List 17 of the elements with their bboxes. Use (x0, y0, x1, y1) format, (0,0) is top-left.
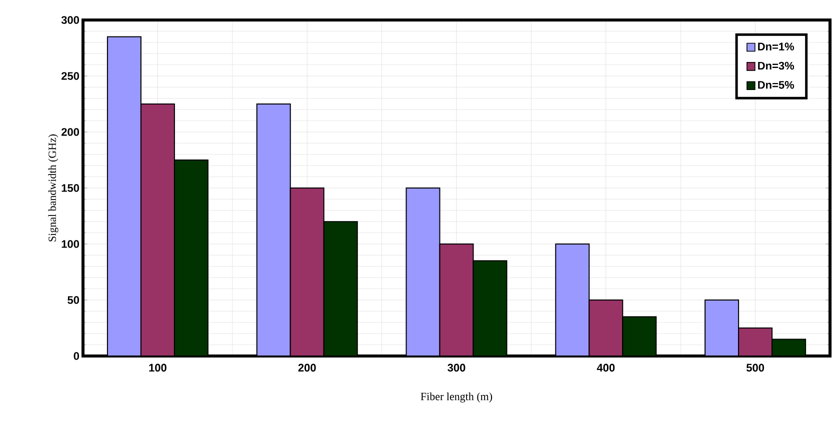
y-axis-title: Signal bandwidth (GHz) (48, 134, 58, 242)
y-tick-label: 300 (61, 16, 80, 24)
legend-label: Dn=1% (758, 42, 794, 50)
x-tick-label: 200 (298, 364, 316, 372)
y-tick-label: 50 (68, 296, 80, 304)
y-tick-label: 150 (62, 184, 80, 192)
x-tick-label: 500 (746, 364, 764, 372)
y-tick-label: 200 (61, 128, 80, 136)
y-tick-label: 0 (74, 352, 80, 360)
x-tick-label: 300 (448, 364, 466, 372)
y-tick-label: 100 (62, 240, 80, 248)
legend-label: Dn=3% (758, 62, 794, 70)
x-axis-title: Fiber length (m) (420, 392, 492, 402)
x-tick-label: 100 (149, 364, 166, 372)
x-tick-label: 400 (596, 364, 615, 372)
y-tick-label: 250 (61, 72, 80, 80)
legend-label: Dn=5% (758, 81, 794, 89)
